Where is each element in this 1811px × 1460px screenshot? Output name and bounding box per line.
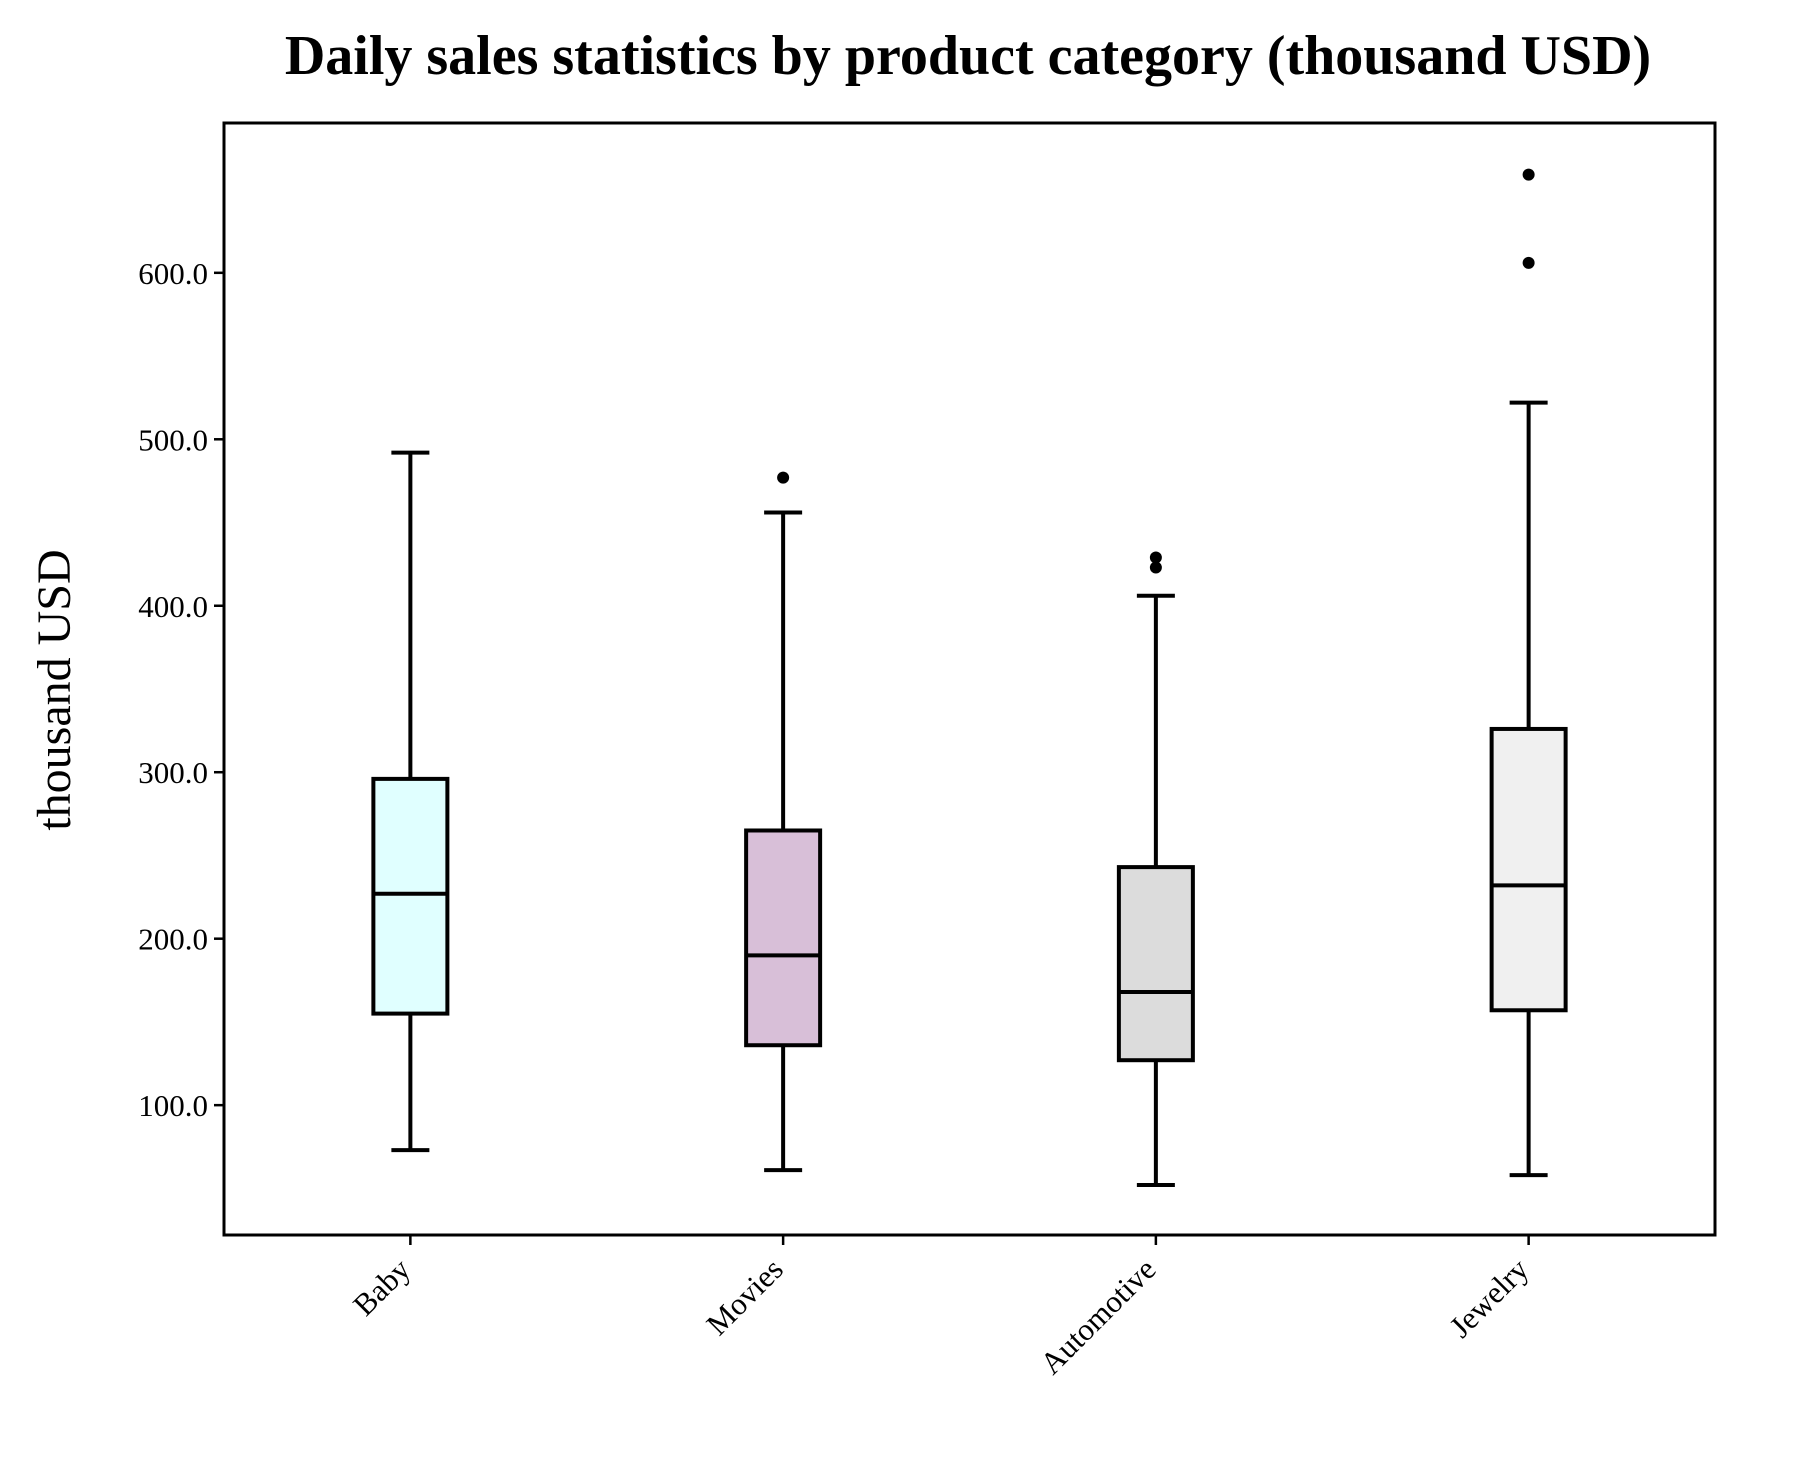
outlier-point bbox=[777, 471, 790, 484]
plot-frame bbox=[222, 121, 1717, 1237]
iqr-box bbox=[1489, 726, 1568, 1013]
y-tick-label: 600.0 bbox=[138, 256, 208, 291]
outlier-point bbox=[1149, 561, 1162, 574]
y-tick-label: 300.0 bbox=[138, 755, 208, 790]
box-group-baby bbox=[371, 450, 450, 1153]
iqr-box bbox=[371, 776, 450, 1016]
box-group-movies bbox=[744, 471, 823, 1173]
iqr-box bbox=[1116, 865, 1195, 1063]
y-axis-label: thousand USD bbox=[28, 549, 81, 830]
box-group-jewelry bbox=[1489, 168, 1568, 1178]
outlier-point bbox=[1149, 551, 1162, 564]
chart-title: Daily sales statistics by product catego… bbox=[285, 25, 1651, 87]
outlier-point bbox=[1522, 168, 1535, 181]
outlier-point bbox=[1522, 256, 1535, 269]
y-tick-label: 200.0 bbox=[138, 922, 208, 957]
y-tick-label: 500.0 bbox=[138, 422, 208, 457]
box-group-automotive bbox=[1116, 551, 1195, 1188]
y-tick-label: 400.0 bbox=[138, 589, 208, 624]
iqr-box bbox=[744, 828, 823, 1048]
y-tick-label: 100.0 bbox=[138, 1088, 208, 1123]
